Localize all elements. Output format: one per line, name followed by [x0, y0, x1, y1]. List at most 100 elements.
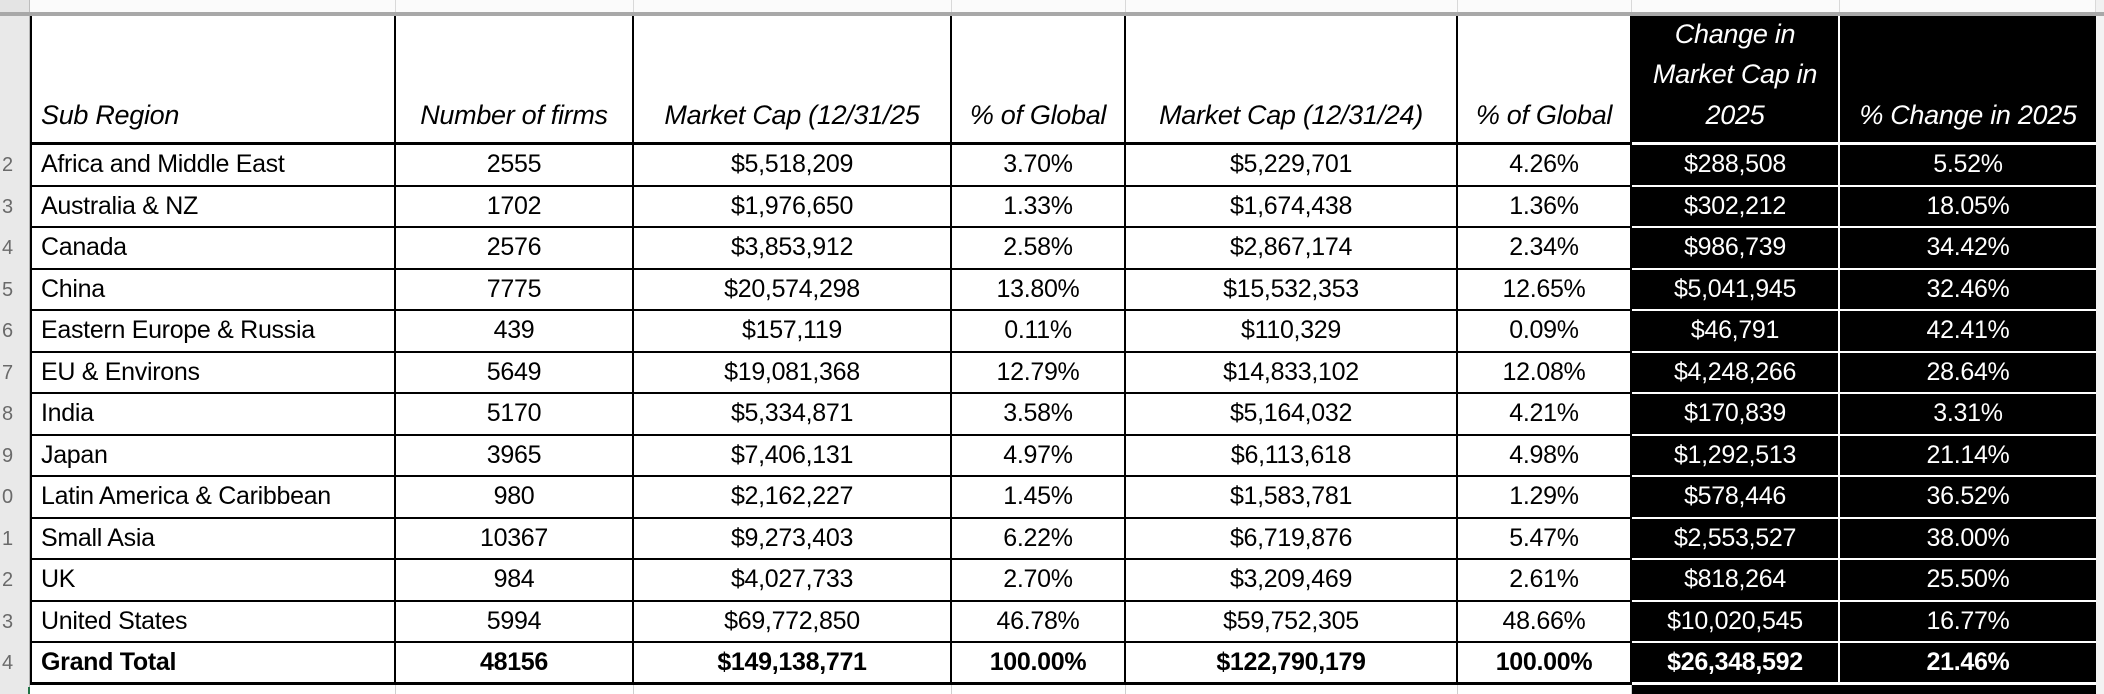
- cell-pct_change[interactable]: 38.00%: [1840, 518, 2096, 560]
- cell-change[interactable]: $10,020,545: [1632, 601, 1840, 643]
- cell-firms[interactable]: 5994: [396, 601, 634, 643]
- cell-mcap_24[interactable]: $15,532,353: [1126, 269, 1458, 311]
- cell-pct_25[interactable]: 3.70%: [952, 145, 1126, 187]
- cell-pct_25[interactable]: 100.00%: [952, 643, 1126, 685]
- cell-pct_change[interactable]: 3.31%: [1840, 394, 2096, 436]
- cell-pct_24[interactable]: 1.36%: [1458, 186, 1632, 228]
- cell-pct_25[interactable]: 2.58%: [952, 228, 1126, 270]
- cell-region[interactable]: Australia & NZ: [30, 186, 396, 228]
- row-number[interactable]: 3: [2, 610, 14, 633]
- column-header-market-cap-2024[interactable]: Market Cap (12/31/24): [1126, 16, 1458, 145]
- cell-mcap_25[interactable]: $3,853,912: [634, 228, 952, 270]
- column-header-change-in-market-cap[interactable]: Change in Market Cap in 2025: [1632, 16, 1840, 145]
- cell-firms[interactable]: 48156: [396, 643, 634, 685]
- column-header-market-cap-2025[interactable]: Market Cap (12/31/25: [634, 16, 952, 145]
- column-header-sub-region[interactable]: Sub Region: [30, 16, 396, 145]
- cell-pct_change[interactable]: 16.77%: [1840, 601, 2096, 643]
- cell-pct_25[interactable]: 2.70%: [952, 560, 1126, 602]
- cell-mcap_24[interactable]: $1,674,438: [1126, 186, 1458, 228]
- cell-region[interactable]: Canada: [30, 228, 396, 270]
- grid-cell-empty[interactable]: [634, 0, 952, 12]
- cell-pct_24[interactable]: 0.09%: [1458, 311, 1632, 353]
- column-header-pct-change-2025[interactable]: % Change in 2025: [1840, 16, 2096, 145]
- cell-pct_change[interactable]: 32.46%: [1840, 269, 2096, 311]
- grid-cell-empty[interactable]: [634, 684, 952, 694]
- cell-pct_change[interactable]: 34.42%: [1840, 228, 2096, 270]
- cell-firms[interactable]: 5170: [396, 394, 634, 436]
- cell-pct_25[interactable]: 4.97%: [952, 435, 1126, 477]
- cell-change[interactable]: $288,508: [1632, 145, 1840, 187]
- cell-pct_24[interactable]: 4.21%: [1458, 394, 1632, 436]
- row-number[interactable]: 6: [2, 320, 14, 343]
- grid-cell-empty[interactable]: [1126, 684, 1458, 694]
- cell-pct_25[interactable]: 0.11%: [952, 311, 1126, 353]
- row-number[interactable]: 2: [2, 569, 14, 592]
- cell-firms[interactable]: 984: [396, 560, 634, 602]
- cell-pct_change[interactable]: 21.46%: [1840, 643, 2096, 685]
- cell-pct_24[interactable]: 4.26%: [1458, 145, 1632, 187]
- row-number[interactable]: 5: [2, 278, 14, 301]
- cell-firms[interactable]: 439: [396, 311, 634, 353]
- cell-mcap_25[interactable]: $5,518,209: [634, 145, 952, 187]
- cell-pct_change[interactable]: 25.50%: [1840, 560, 2096, 602]
- cell-mcap_25[interactable]: $69,772,850: [634, 601, 952, 643]
- cell-change[interactable]: $2,553,527: [1632, 518, 1840, 560]
- cell-pct_25[interactable]: 3.58%: [952, 394, 1126, 436]
- cell-mcap_24[interactable]: $3,209,469: [1126, 560, 1458, 602]
- cell-change[interactable]: $578,446: [1632, 477, 1840, 519]
- grid-cell-empty[interactable]: [1632, 0, 1840, 12]
- cell-mcap_24[interactable]: $122,790,179: [1126, 643, 1458, 685]
- cell-pct_24[interactable]: 2.34%: [1458, 228, 1632, 270]
- cell-mcap_25[interactable]: $2,162,227: [634, 477, 952, 519]
- cell-pct_25[interactable]: 12.79%: [952, 352, 1126, 394]
- cell-firms[interactable]: 10367: [396, 518, 634, 560]
- row-number[interactable]: 1: [2, 527, 14, 550]
- grid-cell-empty[interactable]: [952, 684, 1126, 694]
- grid-cell-empty[interactable]: [952, 0, 1126, 12]
- row-number[interactable]: 8: [2, 403, 14, 426]
- cell-mcap_25[interactable]: $4,027,733: [634, 560, 952, 602]
- cell-firms[interactable]: 2555: [396, 145, 634, 187]
- cell-firms[interactable]: 1702: [396, 186, 634, 228]
- cell-mcap_25[interactable]: $5,334,871: [634, 394, 952, 436]
- cell-pct_25[interactable]: 46.78%: [952, 601, 1126, 643]
- grid-cell-empty[interactable]: [1632, 684, 1840, 694]
- cell-region[interactable]: Latin America & Caribbean: [30, 477, 396, 519]
- cell-mcap_24[interactable]: $110,329: [1126, 311, 1458, 353]
- column-header-number-of-firms[interactable]: Number of firms: [396, 16, 634, 145]
- cell-change[interactable]: $818,264: [1632, 560, 1840, 602]
- cell-change[interactable]: $4,248,266: [1632, 352, 1840, 394]
- cell-pct_change[interactable]: 36.52%: [1840, 477, 2096, 519]
- cell-pct_change[interactable]: 42.41%: [1840, 311, 2096, 353]
- grid-cell-empty[interactable]: [396, 684, 634, 694]
- cell-mcap_24[interactable]: $2,867,174: [1126, 228, 1458, 270]
- cell-firms[interactable]: 3965: [396, 435, 634, 477]
- cell-change[interactable]: $5,041,945: [1632, 269, 1840, 311]
- cell-pct_25[interactable]: 6.22%: [952, 518, 1126, 560]
- cell-region[interactable]: EU & Environs: [30, 352, 396, 394]
- cell-change[interactable]: $170,839: [1632, 394, 1840, 436]
- cell-change[interactable]: $1,292,513: [1632, 435, 1840, 477]
- cell-mcap_24[interactable]: $14,833,102: [1126, 352, 1458, 394]
- cell-region[interactable]: Japan: [30, 435, 396, 477]
- grid-cell-empty[interactable]: [1458, 684, 1632, 694]
- cell-region[interactable]: Small Asia: [30, 518, 396, 560]
- cell-mcap_25[interactable]: $157,119: [634, 311, 952, 353]
- cell-pct_24[interactable]: 48.66%: [1458, 601, 1632, 643]
- cell-region[interactable]: China: [30, 269, 396, 311]
- cell-pct_24[interactable]: 12.08%: [1458, 352, 1632, 394]
- cell-mcap_24[interactable]: $6,719,876: [1126, 518, 1458, 560]
- cell-region[interactable]: India: [30, 394, 396, 436]
- cell-pct_24[interactable]: 2.61%: [1458, 560, 1632, 602]
- row-number[interactable]: 4: [2, 652, 14, 675]
- column-header-pct-global-2024[interactable]: % of Global: [1458, 16, 1632, 145]
- cell-mcap_24[interactable]: $59,752,305: [1126, 601, 1458, 643]
- cell-change[interactable]: $986,739: [1632, 228, 1840, 270]
- cell-mcap_24[interactable]: $5,164,032: [1126, 394, 1458, 436]
- grid-cell-empty[interactable]: [396, 0, 634, 12]
- cell-region[interactable]: UK: [30, 560, 396, 602]
- row-number[interactable]: 9: [2, 444, 14, 467]
- cell-pct_24[interactable]: 100.00%: [1458, 643, 1632, 685]
- row-number[interactable]: 3: [2, 195, 14, 218]
- cell-mcap_25[interactable]: $1,976,650: [634, 186, 952, 228]
